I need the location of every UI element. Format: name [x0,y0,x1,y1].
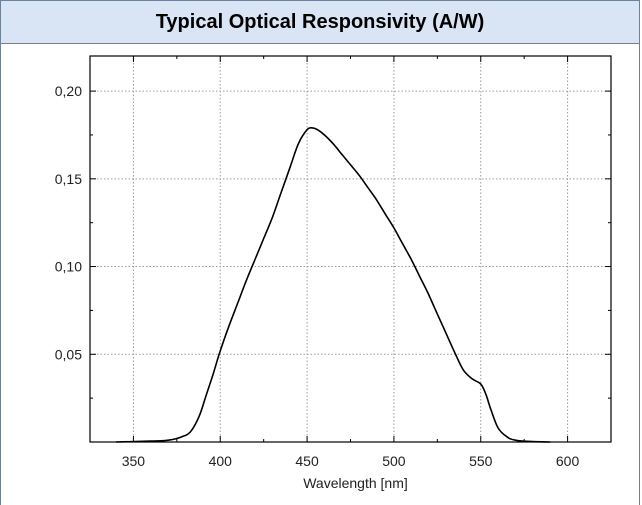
responsivity-series-line [115,126,551,443]
panel-border-left [0,44,1,505]
panel-border-right [639,44,640,505]
axes-layer [89,55,612,443]
y-tick-label: 0,15 [55,171,82,187]
grid-layer [90,56,611,442]
x-tick-label: 550 [469,453,493,469]
y-tick-label: 0,05 [55,346,82,362]
x-tick-label: 450 [295,453,319,469]
x-tick-label: 400 [209,453,233,469]
responsivity-chart: 350 400 450 500 550 600 0,05 0,10 0,15 0,20 Wavele… [55,55,612,491]
y-tick-label: 0,10 [55,259,82,275]
x-tick-label: 600 [556,453,580,469]
x-axis-title: Wavelength [nm] [303,475,408,491]
data-layer [115,126,551,443]
chart-header: Typical Optical Responsivity (A/W) [0,0,640,44]
chart-title: Typical Optical Responsivity (A/W) [155,10,485,33]
y-tick-label: 0,20 [55,83,82,99]
labels-layer: 350 400 450 500 550 600 0,05 0,10 0,15 0,20 Wavele… [55,83,580,491]
plot-frame [89,55,612,443]
x-tick-label: 500 [382,453,406,469]
x-tick-label: 350 [122,453,146,469]
